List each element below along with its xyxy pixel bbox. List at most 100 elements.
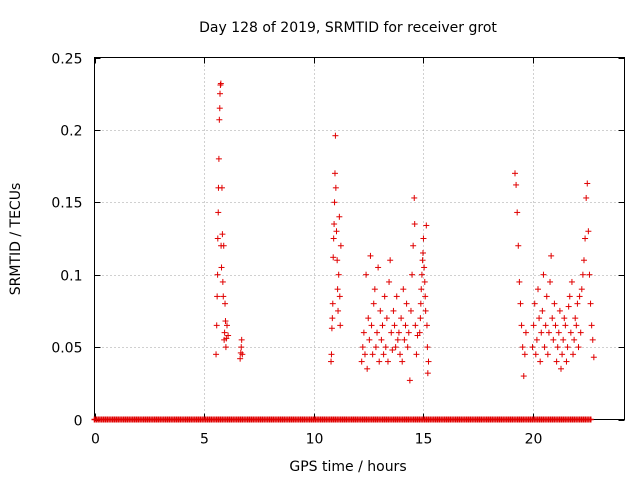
data-point bbox=[555, 329, 562, 336]
data-point bbox=[332, 184, 339, 191]
data-point bbox=[547, 278, 554, 285]
data-point bbox=[409, 271, 416, 278]
data-point bbox=[219, 231, 226, 238]
data-point bbox=[390, 307, 397, 314]
data-point bbox=[368, 322, 375, 329]
data-point bbox=[221, 329, 228, 336]
data-point bbox=[213, 322, 220, 329]
data-point bbox=[566, 293, 573, 300]
chart-title: Day 128 of 2019, SRMTID for receiver gro… bbox=[199, 20, 497, 36]
data-point bbox=[411, 221, 418, 228]
data-point bbox=[392, 344, 399, 351]
data-point bbox=[514, 209, 521, 216]
data-point bbox=[590, 354, 597, 361]
data-point bbox=[358, 358, 365, 365]
data-point bbox=[388, 329, 395, 336]
data-point bbox=[379, 322, 386, 329]
data-point bbox=[222, 344, 229, 351]
data-point bbox=[543, 293, 550, 300]
data-point bbox=[330, 235, 337, 242]
data-point bbox=[334, 257, 341, 264]
data-point bbox=[401, 336, 408, 343]
data-point bbox=[364, 365, 371, 372]
data-point bbox=[513, 181, 520, 188]
data-point bbox=[576, 293, 583, 300]
data-point bbox=[395, 329, 402, 336]
data-point bbox=[216, 116, 223, 123]
data-point bbox=[544, 351, 551, 358]
data-point bbox=[548, 252, 555, 259]
x-tick-label: 15 bbox=[415, 432, 433, 448]
data-point bbox=[336, 213, 343, 220]
data-point bbox=[417, 300, 424, 307]
data-point bbox=[335, 271, 342, 278]
data-point bbox=[571, 336, 578, 343]
data-point bbox=[372, 344, 379, 351]
data-point bbox=[587, 300, 594, 307]
zero-point bbox=[587, 416, 594, 423]
data-point bbox=[530, 322, 537, 329]
data-point bbox=[214, 271, 221, 278]
data-point bbox=[419, 257, 426, 264]
data-point bbox=[421, 264, 428, 271]
data-point bbox=[404, 344, 411, 351]
data-point bbox=[371, 286, 378, 293]
data-point bbox=[423, 322, 430, 329]
data-point bbox=[557, 365, 564, 372]
data-point bbox=[534, 286, 541, 293]
data-point bbox=[563, 358, 570, 365]
data-point bbox=[386, 278, 393, 285]
data-point bbox=[225, 332, 232, 339]
data-point bbox=[220, 242, 227, 249]
data-point bbox=[418, 286, 425, 293]
grid bbox=[94, 57, 625, 420]
data-point bbox=[553, 358, 560, 365]
data-point bbox=[367, 252, 374, 259]
data-point bbox=[403, 300, 410, 307]
data-point bbox=[378, 336, 385, 343]
data-point bbox=[389, 346, 396, 353]
data-point bbox=[215, 155, 222, 162]
data-point bbox=[336, 293, 343, 300]
data-point bbox=[518, 322, 525, 329]
data-point bbox=[380, 351, 387, 358]
data-point bbox=[424, 370, 431, 377]
data-point bbox=[407, 307, 414, 314]
data-point bbox=[216, 105, 223, 112]
data-point bbox=[382, 344, 389, 351]
data-point bbox=[586, 271, 593, 278]
data-point bbox=[574, 300, 581, 307]
y-tick-label: 0.05 bbox=[51, 341, 82, 357]
data-point bbox=[360, 329, 367, 336]
data-point bbox=[531, 300, 538, 307]
data-point bbox=[560, 336, 567, 343]
data-point bbox=[532, 351, 539, 358]
data-point bbox=[363, 271, 370, 278]
y-tick-label: 0 bbox=[74, 414, 83, 430]
data-point bbox=[329, 315, 336, 322]
data-point bbox=[381, 293, 388, 300]
data-point bbox=[335, 307, 342, 314]
data-point bbox=[529, 344, 536, 351]
data-point bbox=[398, 315, 405, 322]
x-axis-label: GPS time / hours bbox=[289, 459, 406, 475]
data-point bbox=[539, 307, 546, 314]
data-point bbox=[572, 315, 579, 322]
data-point bbox=[520, 373, 527, 380]
data-point bbox=[550, 336, 557, 343]
data-point bbox=[370, 300, 377, 307]
data-point bbox=[397, 351, 404, 358]
data-point bbox=[533, 336, 540, 343]
data-point bbox=[237, 355, 244, 362]
data-point bbox=[420, 249, 427, 256]
data-point bbox=[575, 344, 582, 351]
data-point bbox=[399, 358, 406, 365]
data-point bbox=[536, 315, 543, 322]
data-point bbox=[578, 286, 585, 293]
data-point bbox=[337, 322, 344, 329]
data-point bbox=[405, 329, 412, 336]
data-point bbox=[421, 278, 428, 285]
data-point bbox=[333, 228, 340, 235]
data-point bbox=[567, 329, 574, 336]
